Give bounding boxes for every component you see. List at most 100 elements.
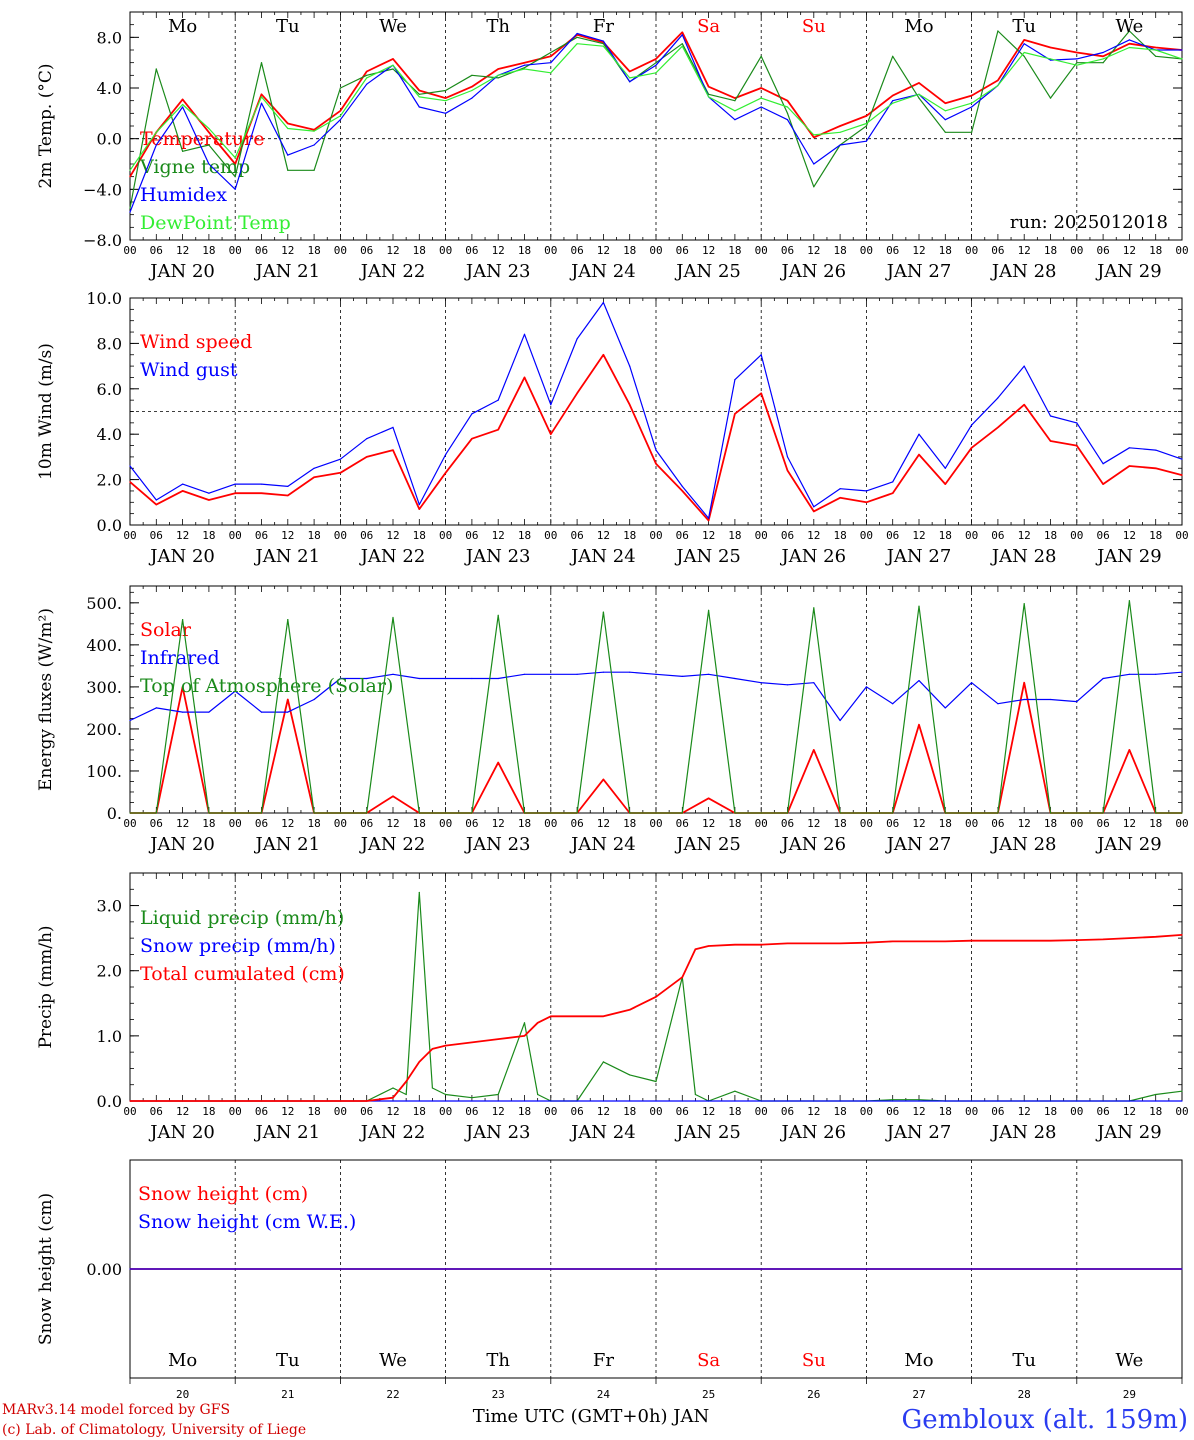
data-point [681,1100,683,1102]
data-point [813,1100,815,1102]
data-point [760,87,762,89]
data-point [287,122,289,125]
day-of-week-label: Tu [1012,16,1036,37]
day-of-week-label: Tu [276,1350,300,1371]
data-point [997,397,999,399]
data-point [523,1035,526,1037]
data-point [971,940,973,942]
data-point [234,157,236,159]
hour-tick-label: 12 [912,817,925,830]
day-of-week-label: We [1116,1350,1144,1371]
data-point [182,98,184,100]
y-tick-label: 300. [86,678,122,697]
data-point [523,64,526,66]
data-point [445,1093,447,1096]
hour-tick-label: 18 [307,529,320,542]
data-point [366,438,368,440]
data-point [1128,465,1130,467]
data-point [537,1093,539,1096]
data-point [208,711,210,713]
day-of-week-label: We [379,1350,407,1371]
hour-tick-label: 18 [728,244,741,257]
data-point [576,32,578,35]
data-point [944,467,946,469]
hour-tick-label: 00 [334,244,347,257]
data-point [208,499,210,501]
data-point [260,1100,263,1102]
legend-entry: Humidex [140,184,227,206]
y-axis-label: Energy fluxes (W/m²) [36,608,56,791]
data-point [655,62,657,64]
hour-tick-label: 18 [939,244,952,257]
data-point [997,30,999,32]
hour-tick-label: 18 [1149,817,1162,830]
hour-tick-label: 12 [1123,529,1136,542]
data-point [418,508,420,510]
data-point [918,433,920,435]
data-point [602,1015,605,1017]
hour-tick-label: 06 [676,529,689,542]
data-point [1128,447,1130,449]
data-point [1155,673,1157,675]
data-point [431,1048,433,1050]
data-point [760,106,762,108]
data-point [839,131,841,133]
data-point [182,711,184,713]
date-label: JAN 26 [780,834,847,855]
data-point [1076,58,1078,60]
data-point [537,1022,539,1024]
data-point [155,68,157,70]
data-point [997,79,999,81]
data-point [629,70,631,73]
date-label: JAN 24 [569,261,636,282]
data-point [629,1100,631,1102]
legend-entry: Wind speed [140,331,252,353]
data-point [1155,1100,1157,1102]
panel-5: 20 21 22 23 24 25 26 27 28 29 0.00 Snow height (cm)… [36,1159,1183,1401]
data-point [918,1100,920,1102]
date-label: JAN 21 [254,834,321,855]
data-point [892,100,894,102]
data-point [655,64,657,66]
data-point [839,125,841,127]
data-point [339,472,341,474]
data-point [865,1100,868,1102]
data-point [944,1100,946,1102]
data-point [392,1097,394,1099]
data-point [497,1038,499,1040]
data-point [1049,1100,1052,1102]
data-point [734,97,736,99]
hour-tick-label: 18 [1044,817,1057,830]
data-point [734,1090,736,1092]
hour-tick-label: 00 [334,1105,347,1118]
data-point [129,1268,131,1270]
data-point [497,429,499,431]
date-label: JAN 28 [990,834,1057,855]
hour-tick-label: 12 [702,1105,715,1118]
hour-tick-label: 06 [886,529,899,542]
data-point [550,51,552,54]
data-point [1023,603,1025,605]
day-number-label: 20 [176,1388,189,1401]
hour-tick-label: 00 [334,817,347,830]
data-point [865,490,868,492]
data-point [155,812,157,814]
hour-tick-label: 06 [886,817,899,830]
data-point [1102,938,1104,941]
hour-tick-label: 06 [886,1105,899,1118]
data-point [287,698,289,701]
legend-entry: Wind gust [140,359,238,381]
panel-4: 00 06 12 18 00 06 12 18 00 06 12 18 00 06 12 18 00 06 12 18… [36,872,1189,1143]
data-point [576,43,578,45]
hour-tick-label: 18 [939,529,952,542]
hour-tick-label: 06 [1096,817,1109,830]
data-point [602,671,605,673]
data-point [708,96,710,98]
data-point [208,492,210,494]
data-point [182,150,184,152]
data-point [734,119,736,121]
hour-tick-label: 06 [150,244,163,257]
hour-tick-label: 00 [229,244,242,257]
hour-tick-label: 00 [544,817,557,830]
hour-tick-label: 00 [123,817,136,830]
